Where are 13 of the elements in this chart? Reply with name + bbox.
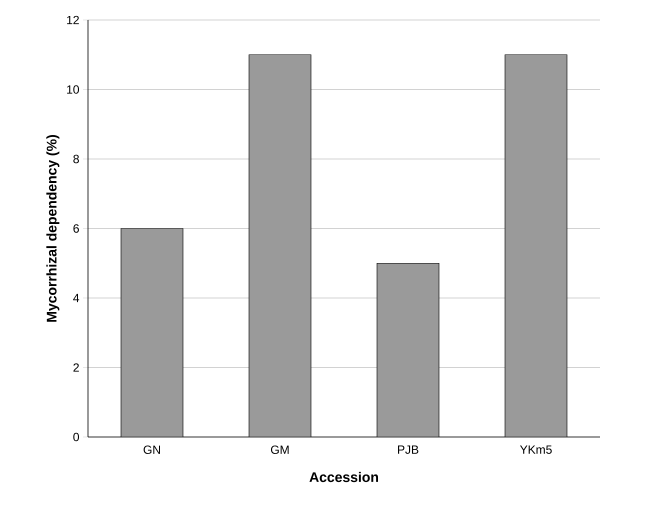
y-tick-label: 10 <box>67 85 80 94</box>
y-axis-title: Mycorrhizal dependency (%) <box>46 135 60 322</box>
x-tick-label: GM <box>270 446 289 454</box>
y-tick-label: 12 <box>67 16 79 24</box>
y-tick-label: 4 <box>73 294 80 302</box>
x-tick-label: YKm5 <box>520 446 552 454</box>
y-tick-label: 6 <box>73 224 79 233</box>
x-axis-title: Accession <box>309 472 378 482</box>
x-tick-label: GN <box>144 446 160 454</box>
y-tick-label: 0 <box>73 432 80 442</box>
x-tick-label: PJB <box>398 446 418 454</box>
y-tick-label: 2 <box>73 363 79 372</box>
y-tick-label: 8 <box>73 154 79 164</box>
